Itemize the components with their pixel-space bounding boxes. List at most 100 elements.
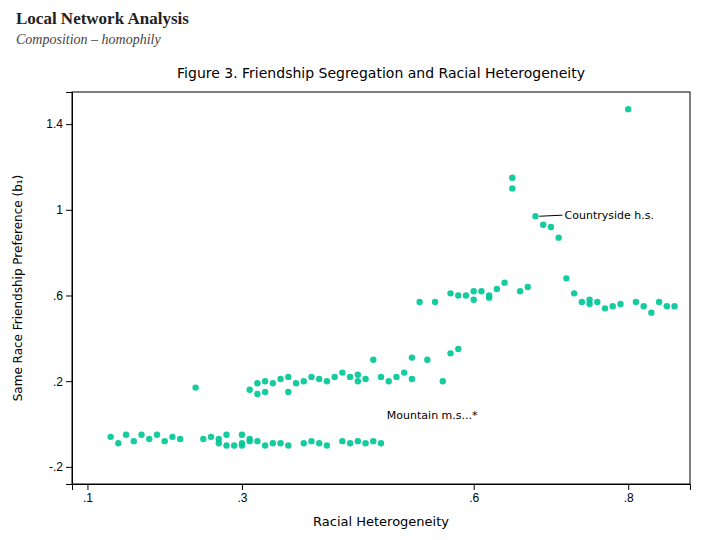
x-tick: .1 [83,484,93,505]
scatter-point [347,440,353,446]
scatter-point [177,436,183,442]
scatter-point [107,434,113,440]
scatter-point [424,357,430,363]
scatter-point [586,297,592,303]
scatter-point [223,432,229,438]
scatter-point [285,374,291,380]
scatter-point [285,442,291,448]
scatter-point [416,299,422,305]
scatter-point [301,378,307,384]
scatter-point [501,279,507,285]
scatter-point [463,292,469,298]
x-tick: .3 [237,484,247,505]
scatter-point [455,346,461,352]
scatter-point [200,436,206,442]
scatter-point [571,290,577,296]
scatter-point [355,378,361,384]
y-axis-title: Same Race Friendship Preference (b₁) [11,175,25,402]
scatter-point [262,442,268,448]
scatter-point [192,384,198,390]
scatter-point [138,432,144,438]
x-tick-mark [242,484,243,490]
scatter-point [409,354,415,360]
y-tick-mark [66,295,72,296]
scatter-point [617,301,623,307]
scatter-point [401,369,407,375]
scatter-point [277,440,283,446]
annotations: Countryside h.s.Mountain m.s...* [387,209,654,422]
scatter-point [239,432,245,438]
x-tick-label: .1 [83,491,93,505]
scatter-point [378,440,384,446]
scatter-point [362,440,368,446]
y-tick: 1 [56,203,72,217]
scatter-point [447,350,453,356]
scatter-point [478,288,484,294]
scatter-point [146,436,152,442]
scatter-point [162,438,168,444]
scatter-point [223,442,229,448]
x-axis-title: Racial Heterogeneity [313,514,449,529]
scatter-point [254,391,260,397]
scatter-point [262,389,268,395]
scatter-point [285,389,291,395]
marks [107,106,677,449]
y-axis: -.2.2.611.4 [46,93,72,485]
scatter-point [324,442,330,448]
scatter-point [355,438,361,444]
scatter-point [555,234,561,240]
scatter-point [447,290,453,296]
scatter-point [370,438,376,444]
annotation-line [539,215,562,216]
scatter-point [308,374,314,380]
scatter-point [270,380,276,386]
chart-title: Figure 3. Friendship Segregation and Rac… [177,65,585,81]
scatter-point [131,438,137,444]
scatter-point [308,438,314,444]
scatter-point [471,297,477,303]
scatter-point [324,378,330,384]
scatter-point [532,213,538,219]
y-tick: .6 [53,289,72,303]
scatter-point [386,378,392,384]
chart: Local Network Analysis Composition – homo… [0,0,720,540]
scatter-point [579,299,585,305]
scatter-point [123,432,129,438]
scatter-point [517,288,523,294]
scatter-point [254,438,260,444]
scatter-point [486,292,492,298]
y-axis-line [66,93,73,485]
x-tick-mark [474,484,475,490]
plot-frame [72,92,690,484]
scatter-point [339,369,345,375]
x-axis-line [73,485,691,491]
y-tick-mark [66,467,72,468]
y-tick-mark [66,381,72,382]
scatter-point [277,376,283,382]
scatter-point [648,309,654,315]
scatter-point [563,275,569,281]
scatter-point [254,380,260,386]
annotation-text: Countryside h.s. [565,209,654,222]
scatter-point [540,222,546,228]
x-axis: .1 .3 .6 .8 [73,484,691,505]
scatter-point [378,374,384,380]
scatter-point [494,286,500,292]
scatter-point [208,434,214,440]
x-tick: .8 [624,484,634,505]
scatter-point [339,438,345,444]
scatter-point [370,357,376,363]
scatter-point [246,438,252,444]
scatter-point [362,376,368,382]
header-subtitle: Composition – homophily [16,32,161,47]
scatter-point [301,440,307,446]
scatter-point [216,436,222,442]
plot: .1.3.6.8-.2.2.611.4Countryside h.s.Mount… [46,92,690,505]
header-title: Local Network Analysis [16,9,189,28]
scatter-point [525,284,531,290]
scatter-point [610,303,616,309]
y-tick-label: .6 [53,289,63,303]
scatter-point [246,387,252,393]
x-tick-label: .3 [237,491,247,505]
x-tick-label: .6 [469,491,479,505]
